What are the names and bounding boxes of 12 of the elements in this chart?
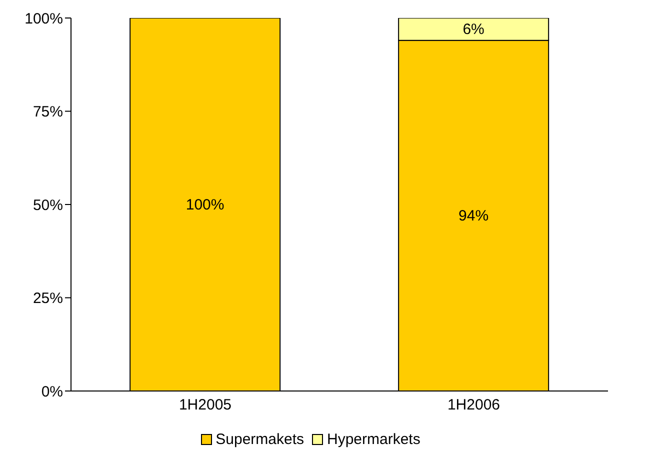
- y-tick-label: 0%: [41, 383, 63, 400]
- legend-label: Supermakets: [216, 431, 304, 448]
- x-tick-label: 1H2005: [178, 396, 232, 414]
- y-tick-label: 75%: [32, 104, 63, 121]
- legend-label: Hypermarkets: [327, 431, 420, 448]
- x-tick-label: 1H2006: [447, 396, 500, 414]
- data-label: 94%: [458, 208, 489, 225]
- y-tick-label: 100%: [24, 10, 63, 28]
- data-label: 6%: [462, 21, 484, 38]
- y-tick-label: 50%: [32, 196, 63, 214]
- data-label: 100%: [186, 196, 224, 214]
- y-tick-label: 25%: [32, 290, 63, 308]
